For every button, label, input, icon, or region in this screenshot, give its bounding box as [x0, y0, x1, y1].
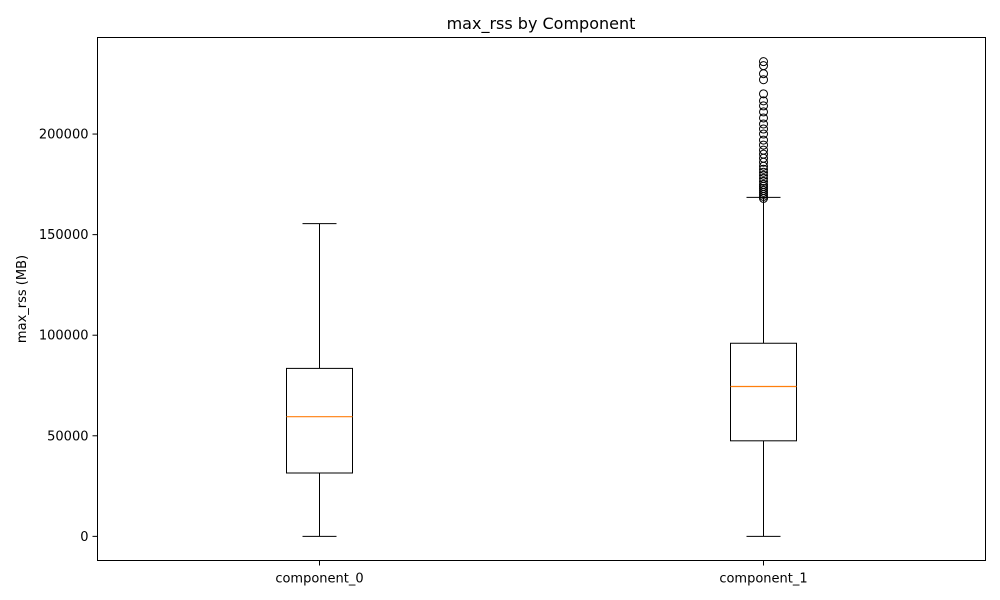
outlier-point [759, 124, 768, 134]
outlier-point [759, 173, 768, 183]
x-tick-label: component_0 [275, 572, 363, 587]
iqr-box [286, 367, 353, 474]
y-tick-label: 0 [80, 530, 88, 545]
y-tick-label: 50000 [47, 429, 88, 444]
plot-area: 0 50000 100000 150000 200000 component_0 compo… [39, 57, 808, 587]
outlier-point [759, 101, 768, 111]
y-tick-label: 100000 [39, 329, 89, 344]
outlier-point [759, 149, 768, 159]
outlier-point [759, 113, 768, 123]
outlier-point [759, 176, 768, 186]
outlier-point [759, 179, 768, 189]
outlier-point [759, 170, 768, 180]
outlier-point [759, 57, 768, 67]
outlier-point [759, 167, 768, 177]
iqr-box [730, 342, 797, 442]
outlier-point [759, 61, 768, 71]
y-axis-label: max_rss (MB) [15, 255, 30, 343]
outlier-point [759, 75, 768, 85]
outlier-point [759, 107, 768, 117]
outlier-point [759, 129, 768, 139]
chart-title: max_rss by Component [447, 14, 636, 34]
y-tick-label: 150000 [39, 228, 89, 243]
outlier-point [759, 140, 768, 150]
outlier-point [759, 164, 768, 174]
outlier-point [759, 69, 768, 79]
x-tick-label: component_1 [719, 572, 807, 587]
y-tick-label: 200000 [39, 128, 89, 143]
outlier-point [759, 89, 768, 99]
plot-frame [97, 37, 986, 561]
outlier-point [759, 145, 768, 155]
outlier-point [759, 119, 768, 129]
outlier-point [759, 135, 768, 145]
outlier-point [759, 96, 768, 106]
